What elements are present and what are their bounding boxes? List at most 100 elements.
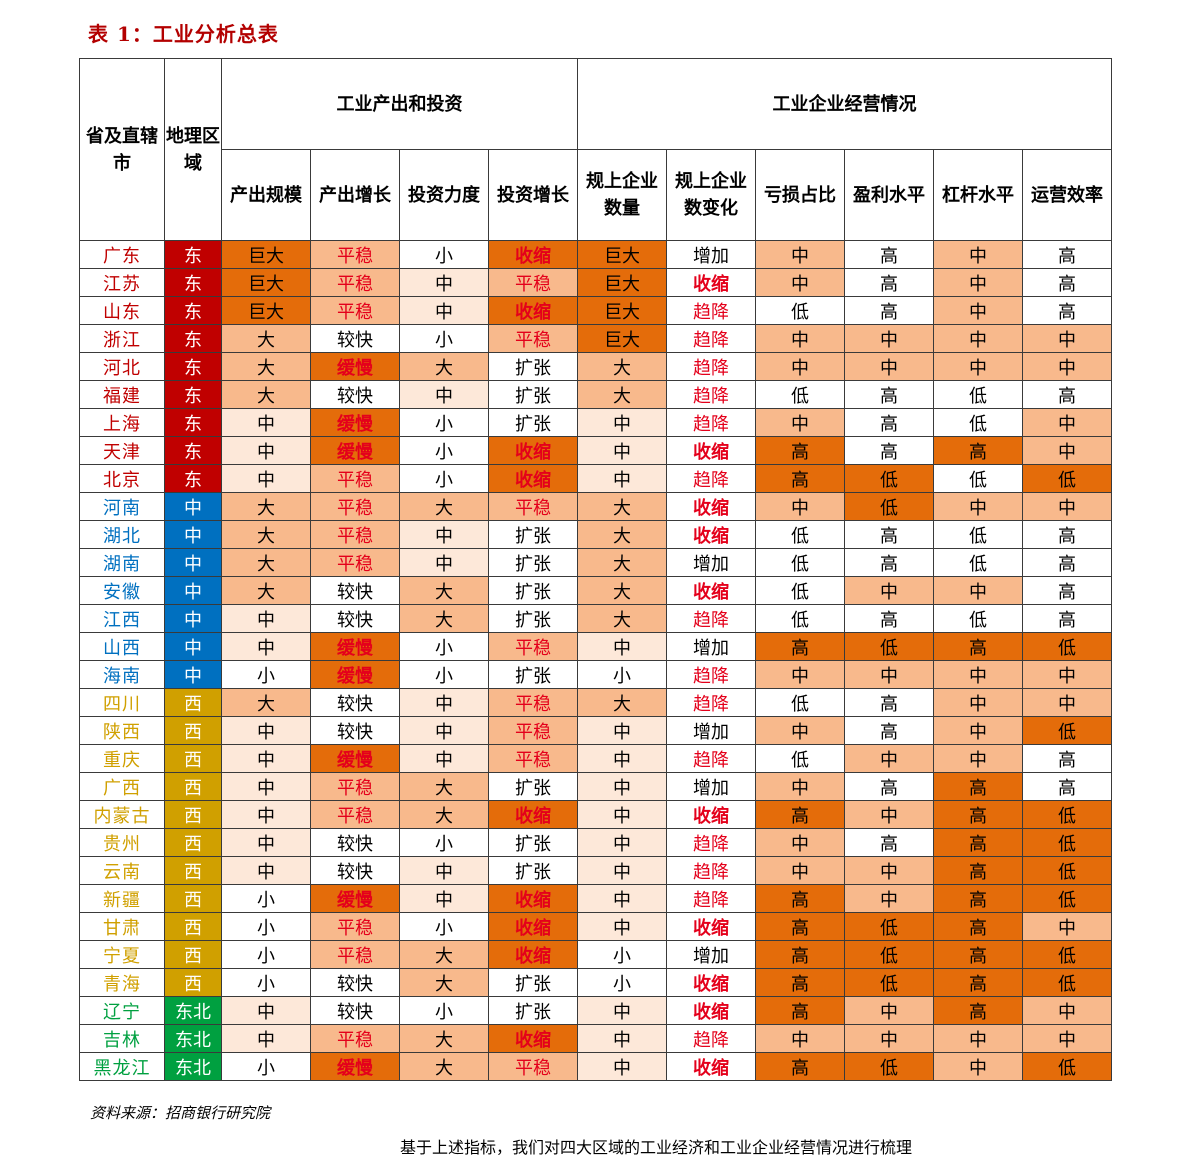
value-cell: 低: [1021, 800, 1113, 829]
value-cell: 中: [755, 492, 845, 521]
value-cell: 高: [1021, 744, 1113, 773]
region-cell: 东: [164, 240, 222, 269]
table-row: 贵州西中较快小扩张中趋降中高高低: [79, 828, 1113, 857]
value-cell: 平稳: [310, 548, 400, 577]
value-cell: 中: [221, 716, 311, 745]
value-cell: 低: [1021, 1052, 1113, 1081]
value-cell: 中: [933, 352, 1023, 381]
value-cell: 低: [933, 380, 1023, 409]
value-cell: 高: [755, 940, 845, 969]
value-cell: 小: [399, 996, 489, 1025]
value-cell: 较快: [310, 576, 400, 605]
value-cell: 高: [844, 716, 934, 745]
province-cell: 贵州: [79, 828, 165, 857]
header-group-enterprise-operations: 工业企业经营情况: [576, 58, 1113, 150]
value-cell: 中: [577, 912, 667, 941]
value-cell: 增加: [666, 632, 756, 661]
value-cell: 中: [221, 632, 311, 661]
value-cell: 巨大: [577, 268, 667, 297]
table-row: 上海东中缓慢小扩张中趋降中高低中: [79, 408, 1113, 437]
value-cell: 低: [755, 688, 845, 717]
region-cell: 中: [164, 660, 222, 689]
region-cell: 西: [164, 688, 222, 717]
value-cell: 中: [221, 744, 311, 773]
region-cell: 东北: [164, 1024, 222, 1053]
value-cell: 中: [755, 268, 845, 297]
value-cell: 收缩: [488, 464, 578, 493]
table-row: 北京东中平稳小收缩中趋降高低低低: [79, 464, 1113, 493]
value-cell: 低: [1021, 828, 1113, 857]
table-row: 云南西中较快中扩张中趋降中中高低: [79, 856, 1113, 885]
value-cell: 低: [755, 380, 845, 409]
value-cell: 低: [844, 464, 934, 493]
table-row: 辽宁 东北中较快小扩张中收缩高中高中: [79, 996, 1113, 1025]
value-cell: 平稳: [310, 464, 400, 493]
value-cell: 收缩: [666, 1052, 756, 1081]
value-cell: 增加: [666, 548, 756, 577]
province-cell: 江苏: [79, 268, 165, 297]
value-cell: 低: [844, 632, 934, 661]
value-cell: 缓慢: [310, 1052, 400, 1081]
value-cell: 低: [755, 520, 845, 549]
region-cell: 中: [164, 576, 222, 605]
value-cell: 中: [844, 884, 934, 913]
value-cell: 高: [844, 296, 934, 325]
value-cell: 趋降: [666, 856, 756, 885]
value-cell: 小: [399, 660, 489, 689]
value-cell: 趋降: [666, 604, 756, 633]
value-cell: 高: [1021, 520, 1113, 549]
value-cell: 小: [399, 436, 489, 465]
value-cell: 趋降: [666, 324, 756, 353]
value-cell: 大: [399, 576, 489, 605]
region-cell: 西: [164, 912, 222, 941]
value-cell: 扩张: [488, 828, 578, 857]
value-cell: 增加: [666, 240, 756, 269]
value-cell: 中: [399, 296, 489, 325]
value-cell: 较快: [310, 996, 400, 1025]
table-row: 广西西中平稳大扩张中增加中高高高: [79, 772, 1113, 801]
value-cell: 中: [755, 352, 845, 381]
value-cell: 趋降: [666, 296, 756, 325]
value-cell: 高: [755, 1052, 845, 1081]
table-row: 河南中大平稳大平稳大收缩中低中中: [79, 492, 1113, 521]
value-cell: 中: [844, 1024, 934, 1053]
value-cell: 平稳: [488, 324, 578, 353]
industry-summary-table: 省及直辖市 地理区域 工业产出和投资 工业企业经营情况 产出规模 产出增长 投资…: [79, 58, 1113, 1081]
province-cell: 广东: [79, 240, 165, 269]
value-cell: 大: [399, 772, 489, 801]
value-cell: 中: [399, 548, 489, 577]
value-cell: 收缩: [666, 912, 756, 941]
value-cell: 中: [577, 856, 667, 885]
value-cell: 中: [399, 716, 489, 745]
province-cell: 新疆: [79, 884, 165, 913]
table-row: 吉林 东北中平稳大收缩中趋降中中中中: [79, 1024, 1113, 1053]
value-cell: 高: [844, 436, 934, 465]
value-cell: 平稳: [488, 744, 578, 773]
table-row: 新疆西小缓慢中收缩中趋降高中高低: [79, 884, 1113, 913]
region-cell: 西: [164, 800, 222, 829]
value-cell: 高: [755, 884, 845, 913]
value-cell: 高: [933, 884, 1023, 913]
value-cell: 低: [755, 548, 845, 577]
province-cell: 青海: [79, 968, 165, 997]
value-cell: 收缩: [488, 800, 578, 829]
value-cell: 小: [399, 632, 489, 661]
table-row: 天津东中缓慢小收缩中收缩高高高中: [79, 436, 1113, 465]
value-cell: 巨大: [577, 324, 667, 353]
value-cell: 扩张: [488, 548, 578, 577]
value-cell: 平稳: [488, 1052, 578, 1081]
table-row: 陕西西中较快中平稳中增加中高中低: [79, 716, 1113, 745]
value-cell: 中: [399, 520, 489, 549]
value-cell: 低: [1021, 940, 1113, 969]
value-cell: 高: [933, 436, 1023, 465]
value-cell: 大: [577, 604, 667, 633]
value-cell: 增加: [666, 716, 756, 745]
value-cell: 扩张: [488, 660, 578, 689]
value-cell: 高: [1021, 548, 1113, 577]
value-cell: 扩张: [488, 408, 578, 437]
value-cell: 中: [221, 604, 311, 633]
province-cell: 黑龙江: [79, 1052, 165, 1081]
value-cell: 低: [755, 296, 845, 325]
value-cell: 平稳: [310, 492, 400, 521]
table-row: 甘肃西小平稳小收缩中收缩高低高中: [79, 912, 1113, 941]
